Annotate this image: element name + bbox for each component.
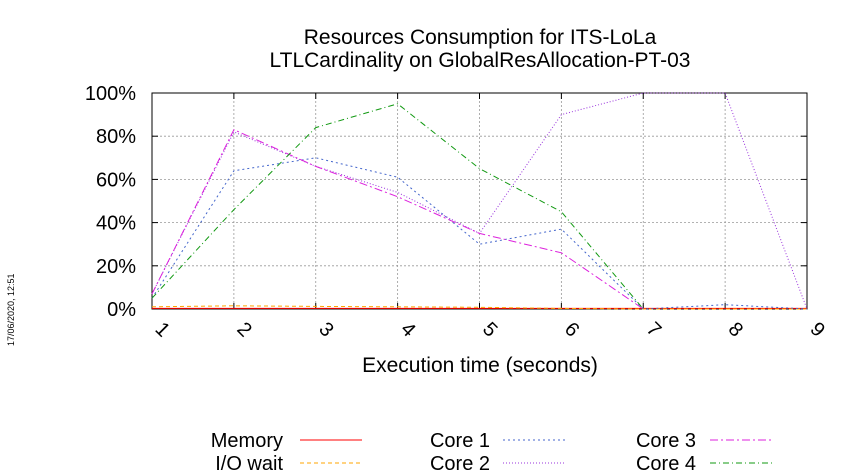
y-tick-label: 100%	[85, 83, 136, 105]
x-tick-label: 2	[232, 318, 255, 341]
legend-label-core-3: Core 3	[636, 430, 696, 452]
series-line-core-3	[151, 129, 644, 310]
x-tick-label: 4	[396, 318, 419, 341]
legend-label-core-4: Core 4	[636, 453, 696, 475]
x-tick-labels: 1 2 3 4 5 6 7 8 9	[151, 318, 829, 341]
x-tick-label: 1	[151, 318, 174, 341]
y-tick-label: 0%	[107, 299, 136, 321]
chart-title-line-1: Resources Consumption for ITS-LoLa	[304, 26, 657, 49]
x-tick-label: 5	[478, 318, 501, 341]
x-tick-label: 6	[560, 318, 583, 341]
x-tick-label: 7	[642, 318, 665, 341]
y-tick-label: 80%	[96, 126, 136, 148]
legend-label-i-o-wait: I/O wait	[215, 453, 283, 475]
y-tick-label: 40%	[96, 213, 136, 235]
chart-title: Resources Consumption for ITS-LoLa LTLCa…	[270, 26, 691, 72]
y-tick-labels: 0% 20% 40% 60% 80% 100%	[85, 83, 136, 321]
legend-label-core-1: Core 1	[430, 430, 490, 452]
chart-title-line-2: LTLCardinality on GlobalResAllocation-PT…	[270, 49, 691, 72]
series-line-core-1	[151, 157, 808, 310]
x-tick-label: 9	[806, 318, 829, 341]
x-tick-label: 8	[724, 318, 747, 341]
x-tick-label: 3	[314, 318, 337, 341]
series-line-core-4	[151, 103, 644, 310]
x-axis-label: Execution time (seconds)	[362, 354, 598, 377]
y-tick-label: 60%	[96, 169, 136, 191]
legend-label-memory: Memory	[211, 430, 283, 452]
y-tick-label: 20%	[96, 256, 136, 278]
grid-lines	[152, 93, 807, 309]
data-series	[151, 92, 808, 310]
legend-label-core-2: Core 2	[430, 453, 490, 475]
